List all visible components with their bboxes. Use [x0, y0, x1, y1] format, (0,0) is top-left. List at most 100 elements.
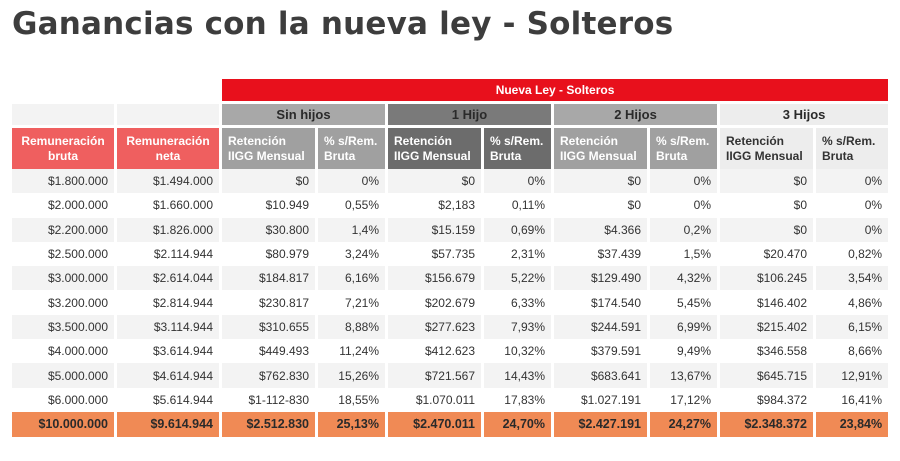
cell-percent: 0,69%: [484, 217, 554, 242]
cell-percent: 24,27%: [650, 411, 720, 437]
cell-net: $2.114.944: [117, 241, 222, 267]
cell-net: $2.814.944: [117, 290, 222, 315]
cell-gross: $5.000.000: [12, 363, 117, 388]
column-header-retention: Retención IIGG Mensual: [554, 125, 650, 169]
cell-retention: $2.470.011: [388, 411, 484, 437]
cell-percent: 0,82%: [816, 241, 889, 267]
blank-group-cell: [117, 101, 222, 125]
cell-percent: 3,24%: [318, 241, 388, 267]
cell-retention: $174.540: [554, 290, 650, 315]
cell-percent: 5,22%: [484, 266, 554, 291]
cell-retention: $2,183: [388, 193, 484, 218]
cell-retention: $0: [720, 217, 816, 242]
cell-retention: $2.427.191: [554, 411, 650, 437]
column-header-percent: % s/Rem. Bruta: [484, 125, 554, 169]
cell-gross: $2.500.000: [12, 241, 117, 267]
cell-retention: $37.439: [554, 241, 650, 267]
cell-retention: $184.817: [222, 266, 318, 291]
cell-percent: 0%: [816, 169, 889, 194]
cell-retention: $10.949: [222, 193, 318, 218]
cell-retention: $1.027.191: [554, 387, 650, 412]
cell-percent: 2,31%: [484, 241, 554, 267]
cell-retention: $215.402: [720, 314, 816, 340]
cell-percent: 1,4%: [318, 217, 388, 242]
column-header-retention: Retención IIGG Mensual: [388, 125, 484, 169]
cell-percent: 8,66%: [816, 339, 889, 364]
income-tax-table: Nueva Ley - Solteros Sin hijos 1 Hijo 2 …: [12, 79, 889, 437]
blank-group-cell: [12, 101, 117, 125]
cell-percent: 6,33%: [484, 290, 554, 315]
cell-retention: $984.372: [720, 387, 816, 412]
cell-percent: 0%: [318, 169, 388, 194]
cell-percent: 11,24%: [318, 339, 388, 364]
cell-gross: $6.000.000: [12, 387, 117, 412]
group-header-1-hijo: 1 Hijo: [388, 101, 554, 125]
column-header-retention: Retención IIGG Mensual: [720, 125, 816, 169]
total-row: $10.000.000 $9.614.944 $2.512.830 25,13% $2.…: [12, 411, 889, 437]
table-row: $3.200.000 $2.814.944 $230.817 7,21% $202.67…: [12, 290, 889, 315]
cell-percent: 0%: [650, 193, 720, 218]
table-row: $3.000.000 $2.614.044 $184.817 6,16% $156.67…: [12, 266, 889, 291]
cell-percent: 14,43%: [484, 363, 554, 388]
cell-retention: $0: [554, 169, 650, 194]
cell-percent: 1,5%: [650, 241, 720, 267]
cell-percent: 3,54%: [816, 266, 889, 291]
cell-gross: $1.800.000: [12, 169, 117, 194]
cell-retention: $412.623: [388, 339, 484, 364]
cell-gross: $10.000.000: [12, 411, 117, 437]
table-banner: Nueva Ley - Solteros: [222, 79, 889, 101]
cell-percent: 0%: [816, 193, 889, 218]
page-title: Ganancias con la nueva ley - Solteros: [12, 6, 674, 42]
cell-percent: 8,88%: [318, 314, 388, 340]
cell-gross: $3.200.000: [12, 290, 117, 315]
table-row: $1.800.000 $1.494.000 $0 0% $0 0% $0 0% $0 0%: [12, 169, 889, 194]
table-row: $4.000.000 $3.614.944 $449.493 11,24% $412.6…: [12, 339, 889, 364]
cell-retention: $0: [554, 193, 650, 218]
cell-percent: 4,86%: [816, 290, 889, 315]
group-header-2-hijos: 2 Hijos: [554, 101, 720, 125]
column-header-retention: Retención IIGG Mensual: [222, 125, 318, 169]
cell-retention: $2.512.830: [222, 411, 318, 437]
cell-retention: $106.245: [720, 266, 816, 291]
cell-net: $9.614.944: [117, 411, 222, 437]
table-row: $2.200.000 $1.826.000 $30.800 1,4% $15.159 0,…: [12, 217, 889, 242]
group-header-3-hijos: 3 Hijos: [720, 101, 889, 125]
cell-retention: $2.348.372: [720, 411, 816, 437]
cell-retention: $346.558: [720, 339, 816, 364]
cell-percent: 0%: [650, 169, 720, 194]
cell-net: $1.826.000: [117, 217, 222, 242]
cell-gross: $3.000.000: [12, 266, 117, 291]
cell-retention: $202.679: [388, 290, 484, 315]
cell-percent: 6,16%: [318, 266, 388, 291]
cell-percent: 0,2%: [650, 217, 720, 242]
cell-retention: $645.715: [720, 363, 816, 388]
cell-retention: $146.402: [720, 290, 816, 315]
cell-percent: 0%: [816, 217, 889, 242]
cell-percent: 0%: [484, 169, 554, 194]
column-header-percent: % s/Rem. Bruta: [650, 125, 720, 169]
cell-percent: 7,93%: [484, 314, 554, 340]
cell-retention: $230.817: [222, 290, 318, 315]
cell-retention: $0: [720, 169, 816, 194]
cell-retention: $129.490: [554, 266, 650, 291]
cell-retention: $80.979: [222, 241, 318, 267]
cell-percent: 17,83%: [484, 387, 554, 412]
cell-percent: 16,41%: [816, 387, 889, 412]
cell-percent: 13,67%: [650, 363, 720, 388]
cell-net: $1.494.000: [117, 169, 222, 194]
cell-retention: $15.159: [388, 217, 484, 242]
cell-retention: $0: [388, 169, 484, 194]
cell-net: $4.614.944: [117, 363, 222, 388]
blank-header-cell: [117, 79, 222, 101]
table-row: $2.500.000 $2.114.944 $80.979 3,24% $57.735 2…: [12, 241, 889, 267]
cell-percent: 6,99%: [650, 314, 720, 340]
table-row: $5.000.000 $4.614.944 $762.830 15,26% $721.5…: [12, 363, 889, 388]
cell-retention: $449.493: [222, 339, 318, 364]
column-header-net: Remuneración neta: [117, 125, 222, 169]
cell-percent: 24,70%: [484, 411, 554, 437]
cell-percent: 6,15%: [816, 314, 889, 340]
blank-header-cell: [12, 79, 117, 101]
cell-net: $5.614.944: [117, 387, 222, 412]
cell-percent: 23,84%: [816, 411, 889, 437]
cell-percent: 15,26%: [318, 363, 388, 388]
